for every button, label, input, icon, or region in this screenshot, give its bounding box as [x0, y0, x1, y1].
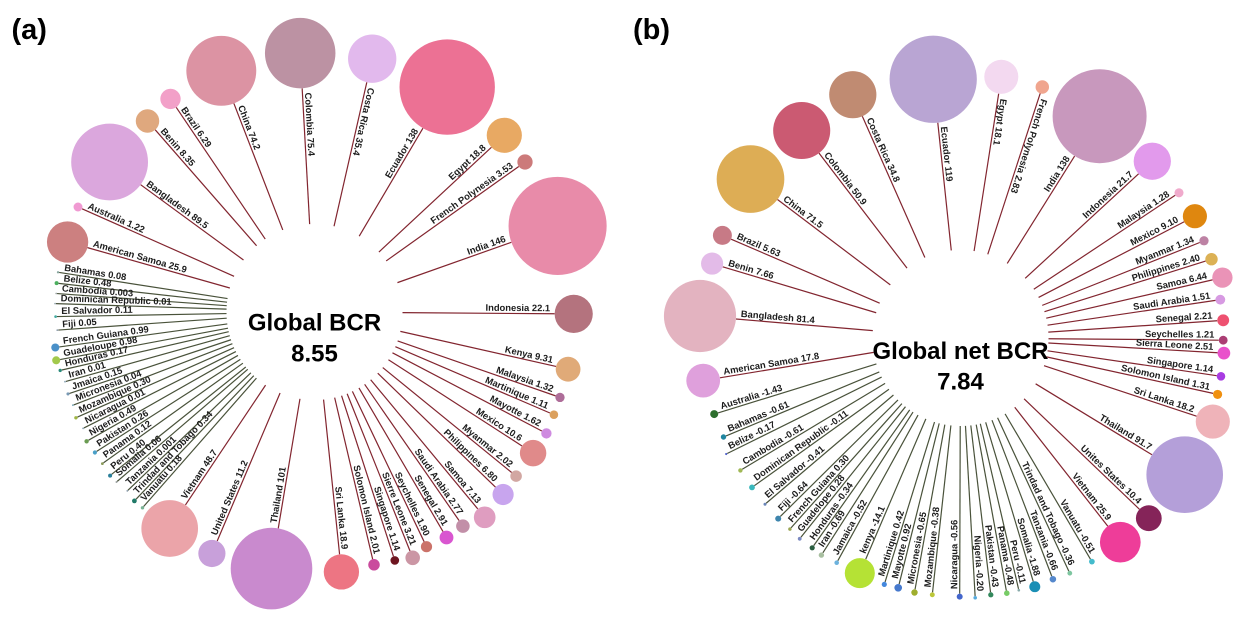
svg-text:Nigeria -0.20: Nigeria -0.20: [972, 535, 986, 591]
svg-text:Senegal 2.21: Senegal 2.21: [1155, 310, 1212, 325]
svg-text:Dominican Republic 0.01: Dominican Republic 0.01: [61, 292, 172, 307]
svg-text:Colombia 75.4: Colombia 75.4: [303, 92, 318, 157]
svg-text:Nicaragua -0.56: Nicaragua -0.56: [948, 520, 959, 589]
svg-text:Belize 0.48: Belize 0.48: [63, 272, 112, 288]
svg-text:7.84: 7.84: [937, 369, 984, 396]
svg-text:Indonesia 22.1: Indonesia 22.1: [485, 302, 550, 313]
svg-text:Global BCR: Global BCR: [248, 310, 381, 337]
svg-text:El Salvador 0.11: El Salvador 0.11: [61, 304, 133, 316]
svg-text:Sierra Leone 2.51: Sierra Leone 2.51: [1136, 337, 1214, 352]
svg-text:Fiji 0.05: Fiji 0.05: [62, 316, 97, 329]
svg-text:(a): (a): [12, 14, 47, 46]
svg-text:8.55: 8.55: [291, 340, 338, 367]
svg-text:Seychelles 1.21: Seychelles 1.21: [1145, 328, 1214, 340]
svg-text:Global net BCR: Global net BCR: [872, 338, 1048, 365]
svg-text:Cambodia 0.003: Cambodia 0.003: [62, 282, 134, 298]
svg-text:(b): (b): [633, 14, 670, 46]
